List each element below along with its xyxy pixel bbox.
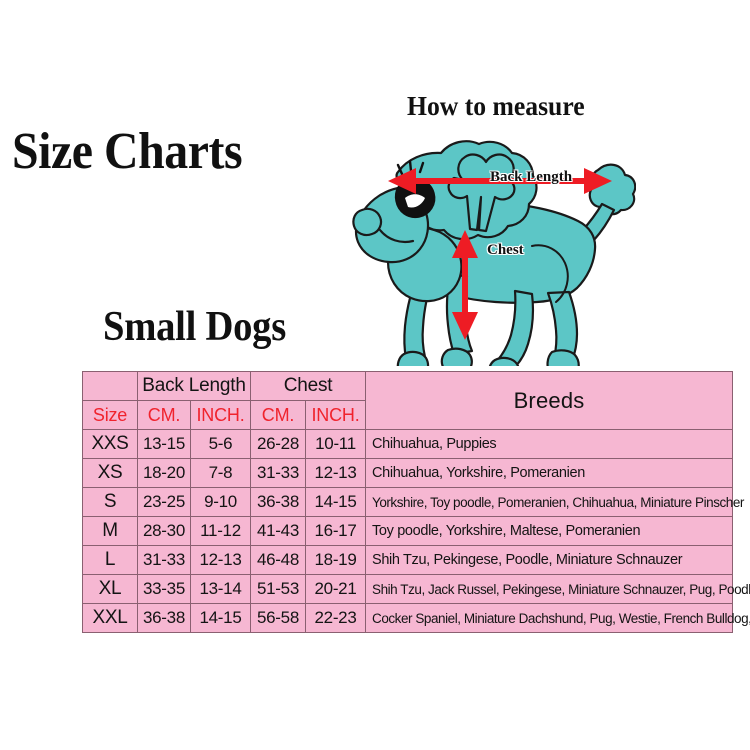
cell-breeds: Cocker Spaniel, Miniature Dachshund, Pug… <box>365 603 750 633</box>
table-row: XS 18-20 7-8 31-33 12-13 Chihuahua, York… <box>82 458 734 488</box>
table-row: XXS 13-15 5-6 26-28 10-11 Chihuahua, Pup… <box>82 429 734 459</box>
front-paw-far <box>440 347 473 366</box>
cell-back-cm: 28-30 <box>137 516 191 546</box>
cell-chest-inch: 14-15 <box>304 487 367 517</box>
cell-size: M <box>82 516 138 546</box>
cell-back-cm: 36-38 <box>137 603 191 633</box>
poodle-illustration <box>352 140 636 366</box>
rear-paw-far <box>546 349 580 366</box>
cell-chest-inch: 22-23 <box>304 603 367 633</box>
cell-back-inch: 13-14 <box>190 574 251 604</box>
header-back-length: Back Length <box>137 371 251 401</box>
table-body: XXS 13-15 5-6 26-28 10-11 Chihuahua, Pup… <box>82 429 750 633</box>
back-length-arrow <box>388 168 612 194</box>
cell-chest-cm: 56-58 <box>250 603 306 633</box>
cell-chest-cm: 46-48 <box>250 545 306 575</box>
cell-back-cm: 31-33 <box>137 545 191 575</box>
cell-back-inch: 9-10 <box>190 487 251 517</box>
nose <box>352 207 383 237</box>
cell-chest-cm: 51-53 <box>250 574 306 604</box>
measurement-arrows <box>388 168 612 340</box>
tail-pompom <box>588 163 636 216</box>
cell-chest-cm: 36-38 <box>250 487 306 517</box>
cell-back-inch: 14-15 <box>190 603 251 633</box>
cell-back-cm: 33-35 <box>137 574 191 604</box>
cell-chest-cm: 26-28 <box>250 429 306 459</box>
table-row: M 28-30 11-12 41-43 16-17 Toy poodle, Yo… <box>82 516 734 546</box>
header-blank-corner <box>82 371 138 401</box>
table-header-group-row: Back Length Chest Breeds <box>82 371 734 430</box>
header-back-length-inch: INCH. <box>190 400 251 430</box>
cell-breeds: Yorkshire, Toy poodle, Pomeranien, Chihu… <box>365 487 744 517</box>
dog-measurement-diagram <box>336 126 636 366</box>
cell-back-cm: 18-20 <box>137 458 191 488</box>
chest-label: Chest <box>487 242 524 258</box>
page-title: Size Charts <box>12 123 243 180</box>
table-row: XXL 36-38 14-15 56-58 22-23 Cocker Spani… <box>82 603 750 633</box>
eyelashes <box>396 159 425 176</box>
cell-breeds: Shih Tzu, Pekingese, Poodle, Miniature S… <box>365 545 734 575</box>
eye-highlight <box>405 194 425 208</box>
front-paw-near <box>396 350 430 366</box>
header-size: Size <box>82 400 138 430</box>
header-back-length-cm: CM. <box>137 400 191 430</box>
table-header: Back Length Chest Breeds Size CM. INCH. … <box>82 371 734 430</box>
cell-chest-inch: 10-11 <box>304 429 367 459</box>
cell-size: XL <box>82 574 138 604</box>
cell-chest-cm: 41-43 <box>250 516 306 546</box>
cell-chest-cm: 31-33 <box>250 458 306 488</box>
table-header-unit-row: Size CM. INCH. CM. INCH. <box>82 400 733 430</box>
cell-back-inch: 5-6 <box>190 429 251 459</box>
cell-breeds: Chihuahua, Puppies <box>365 429 734 459</box>
rear-paw-near <box>488 356 520 366</box>
cell-back-inch: 12-13 <box>190 545 251 575</box>
cell-breeds: Shih Tzu, Jack Russel, Pekingese, Miniat… <box>365 574 750 604</box>
header-chest: Chest <box>249 371 367 401</box>
cell-chest-inch: 12-13 <box>304 458 367 488</box>
mouth-line <box>378 228 415 244</box>
chest-arrow <box>452 230 478 340</box>
table-row: XL 33-35 13-14 51-53 20-21 Shih Tzu, Jac… <box>82 574 750 604</box>
header-breeds: Breeds <box>365 371 734 430</box>
cell-back-inch: 7-8 <box>190 458 251 488</box>
cell-back-inch: 11-12 <box>190 516 251 546</box>
header-chest-cm: CM. <box>250 400 306 430</box>
cell-chest-inch: 18-19 <box>304 545 367 575</box>
table-row: L 31-33 12-13 46-48 18-19 Shih Tzu, Peki… <box>82 545 734 575</box>
cell-chest-inch: 16-17 <box>304 516 367 546</box>
header-chest-inch: INCH. <box>304 400 367 430</box>
cell-breeds: Toy poodle, Yorkshire, Maltese, Pomerani… <box>365 516 734 546</box>
back-length-label: Back Length <box>490 169 573 185</box>
how-to-measure-title: How to measure <box>407 91 585 121</box>
cell-back-cm: 23-25 <box>137 487 191 517</box>
cell-size: XS <box>82 458 138 488</box>
table-row: S 23-25 9-10 36-38 14-15 Yorkshire, Toy … <box>82 487 744 517</box>
section-title-small-dogs: Small Dogs <box>103 304 286 350</box>
cell-chest-inch: 20-21 <box>304 574 367 604</box>
cell-size: L <box>82 545 138 575</box>
cell-back-cm: 13-15 <box>137 429 191 459</box>
haunch-line <box>531 244 569 303</box>
size-chart-table: Back Length Chest Breeds Size CM. INCH. … <box>82 371 750 633</box>
cell-size: S <box>82 487 138 517</box>
cell-breeds: Chihuahua, Yorkshire, Pomeranien <box>365 458 734 488</box>
cell-size: XXS <box>82 429 138 459</box>
cell-size: XXL <box>82 603 138 633</box>
